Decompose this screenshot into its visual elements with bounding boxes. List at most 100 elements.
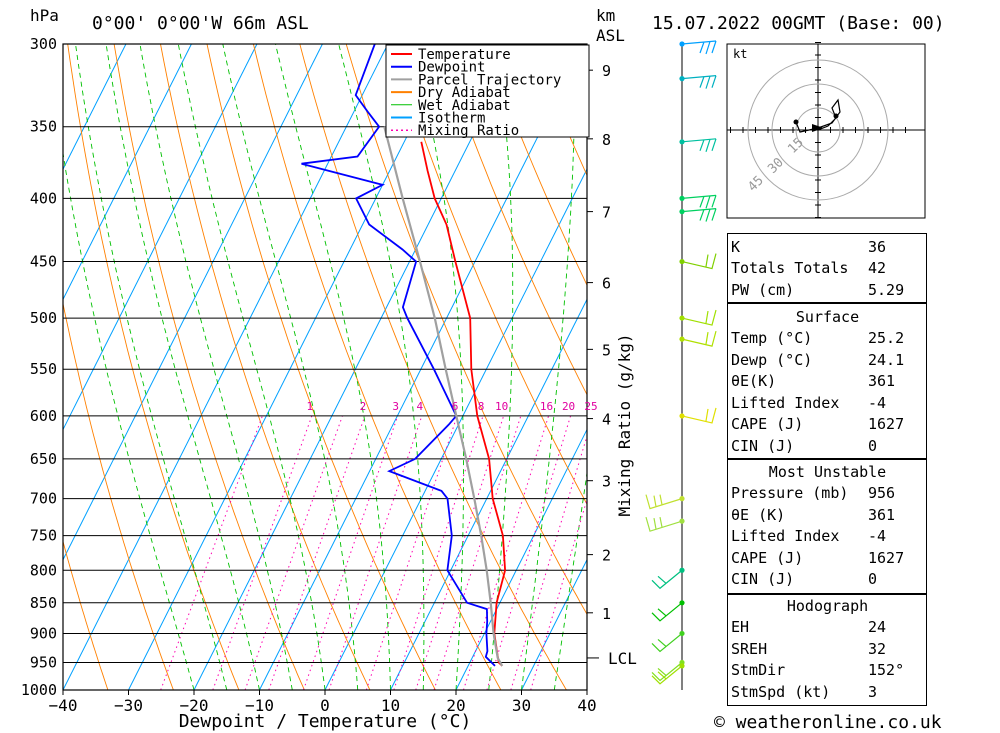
hodograph-point xyxy=(833,113,839,119)
hodograph-indices-box xyxy=(727,594,927,706)
index-label: Temp (°C) xyxy=(731,329,813,348)
barb-shape xyxy=(681,138,717,153)
barb-shape xyxy=(651,569,683,590)
mu-row: θE (K) 361 xyxy=(727,504,927,526)
isotherm-line xyxy=(193,44,520,690)
temperature-tick-label: −30 xyxy=(114,696,143,715)
isotherm-line xyxy=(455,428,587,690)
legend-label: Isotherm xyxy=(418,111,485,127)
index-value: 956 xyxy=(868,484,896,503)
mixing-ratio-label: 1 xyxy=(307,400,314,413)
index-label: StmSpd (kt) xyxy=(731,682,831,701)
plot-frame xyxy=(62,43,588,691)
height-tick-label: 4 xyxy=(602,411,611,429)
basic-indices-table: K 36 Totals Totals 42 PW (cm) 5.29 xyxy=(727,236,927,301)
hodo-row: EH 24 xyxy=(727,617,927,639)
index-value: 3 xyxy=(868,682,878,701)
pressure-tick-label: 700 xyxy=(30,490,57,508)
dry-adiabat-line xyxy=(63,301,174,690)
index-label: Dewp (°C) xyxy=(731,350,813,369)
temperature-tick-label: 30 xyxy=(512,696,531,715)
parcel-trajectory-profile xyxy=(383,126,504,667)
mixing-ratio-label: 2 xyxy=(360,400,367,413)
mixing-ratio-label: 6 xyxy=(452,400,459,413)
barb-shape xyxy=(681,75,717,89)
wet-adiabat-line xyxy=(338,44,425,690)
hodograph-indices-table: Hodograph EH 24 SREH 32 StmDir 152° StmSpd … xyxy=(727,595,927,703)
dry-adiabat-line xyxy=(206,44,436,690)
index-value: 361 xyxy=(868,372,896,391)
mixing-ratio-label: 16 xyxy=(540,400,553,413)
hodo-row: StmSpd (kt) 3 xyxy=(727,681,927,703)
index-label: CAPE (J) xyxy=(731,548,804,567)
wind-barb xyxy=(681,407,717,424)
pressure-tick-label: 500 xyxy=(30,309,57,327)
wet-adiabat-line xyxy=(105,44,260,690)
hodograph-title: Hodograph xyxy=(786,596,869,615)
isotherm-line xyxy=(63,44,192,301)
dry-adiabat-line xyxy=(299,44,567,690)
location-title: 0°00' 0°00'W 66m ASL xyxy=(92,13,309,34)
dry-adiabat-line xyxy=(113,44,305,690)
height-unit-asl: ASL xyxy=(596,26,625,45)
mixing-ratio-line xyxy=(244,415,343,690)
wind-barb xyxy=(681,208,717,222)
index-value: 24 xyxy=(868,618,887,637)
mixing-ratio-line xyxy=(328,415,423,690)
index-value: 0 xyxy=(868,436,878,455)
surface-row: Dewp (°C) 24.1 xyxy=(727,349,927,371)
mu-row: Lifted Index -4 xyxy=(727,526,927,548)
wet-adiabat-line xyxy=(222,44,359,690)
surface-row: θE(K) 361 xyxy=(727,371,927,393)
basic-indices-box xyxy=(727,233,927,303)
pressure-tick-label: 650 xyxy=(30,450,57,468)
pressure-tick-label: 600 xyxy=(30,407,57,425)
hodo-row: StmDir 152° xyxy=(727,660,927,682)
dry-adiabat-line xyxy=(63,539,109,690)
wind-barbs xyxy=(645,40,717,685)
index-row-k: K 36 xyxy=(727,236,927,258)
hodo-row: SREH 32 xyxy=(727,638,927,660)
mixing-ratio-line xyxy=(212,415,313,690)
index-value: -4 xyxy=(868,393,887,412)
mixing-ratio-label: 10 xyxy=(495,400,508,413)
wind-barb xyxy=(651,665,683,685)
pressure-tick-label: 950 xyxy=(30,653,57,671)
index-value: 32 xyxy=(868,639,887,658)
mixing-ratio-line xyxy=(510,434,587,690)
wind-barb xyxy=(681,40,717,55)
index-label: θE (K) xyxy=(731,505,786,524)
hodograph-trace xyxy=(817,98,841,131)
isotherm-line xyxy=(63,44,258,431)
pressure-tick-label: 1000 xyxy=(21,681,57,699)
wet-adiabat-line xyxy=(63,150,195,690)
pressure-tick-label: 750 xyxy=(30,527,57,545)
most-unstable-table: Most Unstable Pressure (mb) 956 θE (K) 361… xyxy=(727,461,927,590)
index-value: 1627 xyxy=(868,548,905,567)
datetime-title: 15.07.2022 00GMT (Base: 00) xyxy=(652,13,945,34)
barb-shape xyxy=(681,309,717,326)
mixing-ratio-label: 4 xyxy=(417,400,424,413)
index-value: -4 xyxy=(868,527,887,546)
wind-barb xyxy=(681,309,717,326)
barb-shape xyxy=(651,662,683,682)
temperature-tick-label: −20 xyxy=(180,696,209,715)
mixing-ratio-label: 20 xyxy=(562,400,575,413)
hodograph-ring xyxy=(771,83,865,177)
dry-adiabat-line xyxy=(160,44,371,690)
index-label: StmDir xyxy=(731,661,786,680)
wind-barb xyxy=(651,633,683,653)
index-value: 361 xyxy=(868,505,896,524)
index-value: 42 xyxy=(868,259,887,278)
index-label: Totals Totals xyxy=(731,259,849,278)
wind-barb xyxy=(651,662,683,682)
isotherm-line xyxy=(259,44,585,690)
wind-barb xyxy=(681,194,717,209)
index-value: 5.29 xyxy=(868,280,905,299)
index-value: 1627 xyxy=(868,415,905,434)
pressure-tick-label: 850 xyxy=(30,594,57,612)
mu-row: Pressure (mb) 956 xyxy=(727,483,927,505)
height-unit-km: km xyxy=(596,6,615,25)
barb-shape xyxy=(651,633,683,653)
